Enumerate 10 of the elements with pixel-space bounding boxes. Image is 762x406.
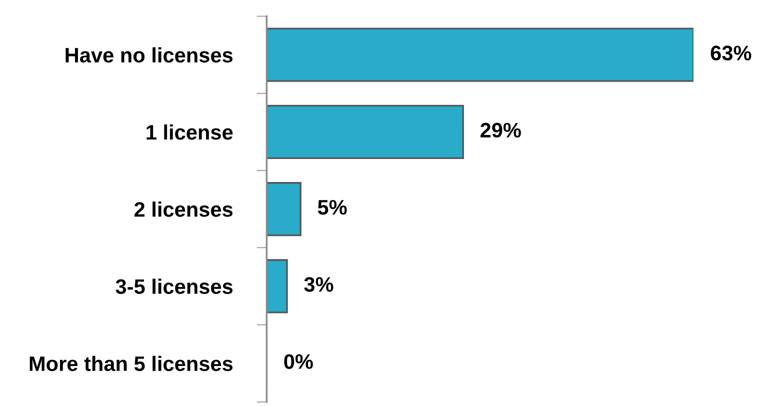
- data-label: 0%: [284, 354, 313, 369]
- y-tick-label: More than 5 licenses: [30, 356, 233, 372]
- data-label: 3%: [304, 277, 334, 292]
- data-label: 5%: [318, 200, 347, 215]
- y-tick-label: 1 license: [146, 124, 233, 140]
- data-label: 63%: [710, 46, 752, 60]
- y-tick-label: Have no licenses: [66, 47, 233, 63]
- data-label: 29%: [480, 122, 521, 138]
- y-tick-label: 3-5 licenses: [116, 278, 233, 294]
- y-tick-label: 2 licenses: [134, 202, 233, 217]
